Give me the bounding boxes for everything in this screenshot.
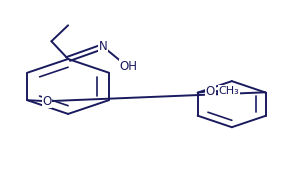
Text: N: N xyxy=(99,40,107,53)
Text: OH: OH xyxy=(120,60,138,73)
Text: O: O xyxy=(43,94,52,108)
Text: O: O xyxy=(206,85,215,98)
Text: CH₃: CH₃ xyxy=(218,86,239,96)
